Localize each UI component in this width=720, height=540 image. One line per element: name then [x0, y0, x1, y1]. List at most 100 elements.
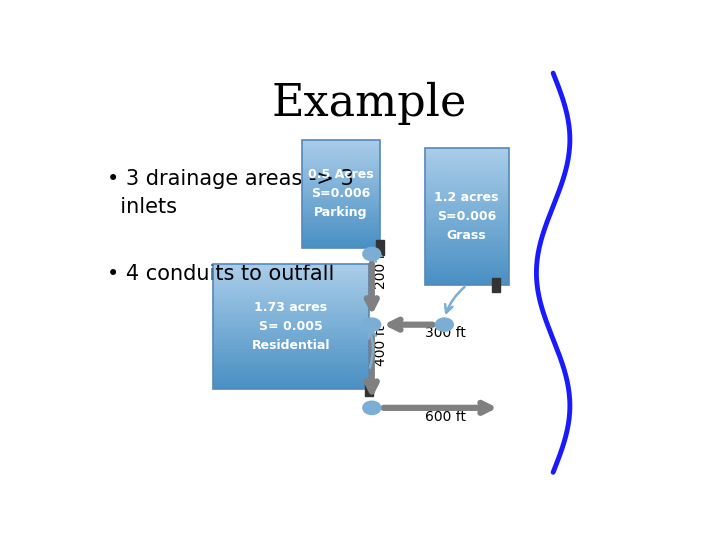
Bar	[302, 229, 380, 232]
Bar	[213, 265, 369, 267]
Bar	[425, 148, 508, 285]
Bar	[302, 205, 380, 207]
Bar	[213, 283, 369, 286]
Bar	[425, 247, 508, 251]
Bar	[213, 380, 369, 383]
Bar	[425, 244, 508, 247]
Bar	[213, 349, 369, 352]
Bar	[302, 194, 380, 197]
Bar	[302, 224, 380, 226]
Bar	[213, 293, 369, 295]
Bar	[302, 218, 380, 221]
Bar	[302, 151, 380, 153]
Bar	[302, 215, 380, 218]
Bar	[425, 203, 508, 206]
Bar	[425, 258, 508, 261]
Bar	[302, 237, 380, 240]
Bar	[302, 234, 380, 237]
Bar	[213, 308, 369, 311]
Bar	[213, 386, 369, 389]
Bar	[425, 254, 508, 258]
Circle shape	[363, 401, 381, 415]
Bar	[425, 278, 508, 282]
Bar	[302, 153, 380, 156]
Bar	[213, 267, 369, 271]
Bar	[425, 151, 508, 155]
Bar	[302, 245, 380, 248]
Bar	[213, 277, 369, 280]
Bar	[213, 370, 369, 374]
Bar	[213, 383, 369, 386]
Bar	[302, 240, 380, 242]
Bar	[213, 289, 369, 293]
Bar	[213, 321, 369, 323]
Circle shape	[363, 247, 381, 261]
Bar	[425, 168, 508, 172]
Bar	[213, 352, 369, 355]
Bar	[302, 164, 380, 167]
Text: 600 ft: 600 ft	[425, 410, 466, 424]
Bar	[302, 242, 380, 245]
Text: 0.5 Acres
S=0.006
Parking: 0.5 Acres S=0.006 Parking	[308, 168, 374, 219]
Bar	[302, 140, 380, 143]
Bar	[302, 175, 380, 178]
Bar	[425, 234, 508, 237]
Bar	[302, 148, 380, 151]
Bar	[213, 323, 369, 327]
Bar	[302, 172, 380, 175]
Bar	[425, 189, 508, 193]
Bar	[425, 220, 508, 224]
Bar	[425, 261, 508, 265]
Bar	[365, 382, 373, 396]
Bar	[425, 206, 508, 210]
Bar	[213, 336, 369, 339]
Bar	[302, 145, 380, 148]
Bar	[213, 374, 369, 377]
Bar	[425, 186, 508, 189]
Bar	[425, 193, 508, 196]
Bar	[425, 241, 508, 244]
Bar	[213, 327, 369, 330]
Bar	[302, 188, 380, 191]
Bar	[213, 286, 369, 289]
Bar	[425, 172, 508, 176]
Bar	[302, 213, 380, 215]
Bar	[302, 186, 380, 188]
Bar	[425, 165, 508, 168]
Text: 200 ft: 200 ft	[374, 248, 388, 289]
Bar	[302, 183, 380, 186]
Bar	[425, 272, 508, 275]
Bar	[213, 361, 369, 364]
Bar	[213, 311, 369, 314]
Bar	[213, 265, 369, 389]
Bar	[492, 278, 500, 293]
Bar	[213, 364, 369, 367]
Bar	[213, 302, 369, 305]
Bar	[302, 232, 380, 234]
Bar	[425, 268, 508, 272]
Bar	[425, 237, 508, 241]
Bar	[425, 158, 508, 161]
Bar	[213, 305, 369, 308]
Bar	[425, 275, 508, 278]
Bar	[425, 155, 508, 158]
Bar	[213, 274, 369, 277]
Bar	[213, 377, 369, 380]
Bar	[213, 299, 369, 302]
Bar	[425, 213, 508, 217]
Bar	[213, 346, 369, 349]
Bar	[302, 207, 380, 210]
Text: 1.73 acres
S= 0.005
Residential: 1.73 acres S= 0.005 Residential	[251, 301, 330, 352]
Text: 400 ft: 400 ft	[374, 326, 388, 366]
Text: 300 ft: 300 ft	[425, 326, 466, 340]
Bar	[425, 196, 508, 199]
Bar	[302, 140, 380, 248]
Bar	[213, 342, 369, 346]
Text: • 4 conduits to outfall: • 4 conduits to outfall	[107, 265, 334, 285]
Bar	[302, 167, 380, 170]
Bar	[213, 314, 369, 318]
Bar	[213, 330, 369, 333]
Bar	[425, 148, 508, 151]
Circle shape	[363, 318, 381, 332]
Bar	[302, 161, 380, 164]
